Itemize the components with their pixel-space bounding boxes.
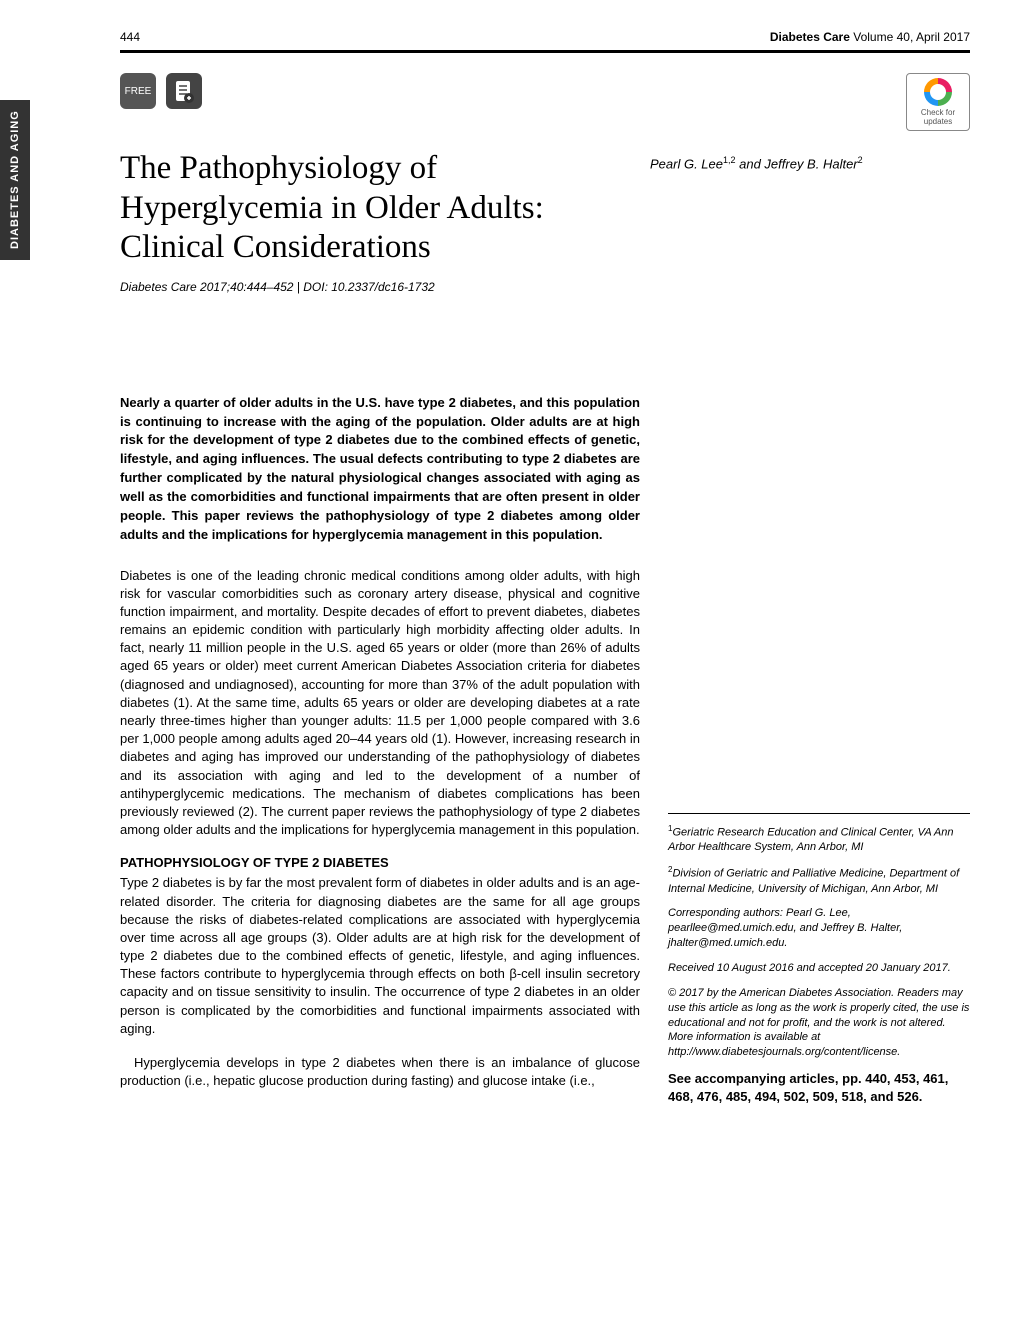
received-accepted: Received 10 August 2016 and accepted 20 … xyxy=(668,961,970,976)
section-paragraph-1: Type 2 diabetes is by far the most preva… xyxy=(120,874,640,1038)
volume-issue: Volume 40, April 2017 xyxy=(853,30,970,44)
author-list: Pearl G. Lee1,2 and Jeffrey B. Halter2 xyxy=(650,149,863,171)
affiliation-1: 1Geriatric Research Education and Clinic… xyxy=(668,824,970,855)
article-title: The Pathophysiology of Hyperglycemia in … xyxy=(120,149,620,268)
crossmark-label: Check for updates xyxy=(911,108,965,126)
left-badges: FREE xyxy=(120,73,202,109)
main-column: Nearly a quarter of older adults in the … xyxy=(120,394,640,1107)
header-rule xyxy=(120,50,970,53)
corresponding-authors: Corresponding authors: Pearl G. Lee, pea… xyxy=(668,906,970,951)
journal-header: Diabetes Care Volume 40, April 2017 xyxy=(770,30,970,44)
abstract: Nearly a quarter of older adults in the … xyxy=(120,394,640,545)
title-left: The Pathophysiology of Hyperglycemia in … xyxy=(120,149,620,354)
free-access-icon: FREE xyxy=(120,73,156,109)
page-number: 444 xyxy=(120,30,140,44)
accompanying-articles: See accompanying articles, pp. 440, 453,… xyxy=(668,1070,970,1106)
icons-row: FREE Check for updates xyxy=(120,73,970,131)
crossmark-badge[interactable]: Check for updates xyxy=(906,73,970,131)
affiliation-2: 2Division of Geriatric and Palliative Me… xyxy=(668,865,970,896)
copyright-notice: © 2017 by the American Diabetes Associat… xyxy=(668,986,970,1060)
sidebar-rule xyxy=(668,813,970,814)
crossmark-icon xyxy=(924,78,952,106)
document-icon xyxy=(166,73,202,109)
running-header: 444 Diabetes Care Volume 40, April 2017 xyxy=(120,30,970,44)
content-columns: Nearly a quarter of older adults in the … xyxy=(120,394,970,1107)
page-container: 444 Diabetes Care Volume 40, April 2017 … xyxy=(50,0,1020,1136)
doc-svg-icon xyxy=(174,79,194,103)
section-p2-text: Hyperglycemia develops in type 2 diabete… xyxy=(120,1055,640,1088)
sidebar-column: 1Geriatric Research Education and Clinic… xyxy=(668,394,970,1107)
intro-paragraph: Diabetes is one of the leading chronic m… xyxy=(120,567,640,840)
section-paragraph-2: Hyperglycemia develops in type 2 diabete… xyxy=(120,1054,640,1090)
journal-name: Diabetes Care xyxy=(770,30,850,44)
citation-line: Diabetes Care 2017;40:444–452 | DOI: 10.… xyxy=(120,280,620,294)
title-block: The Pathophysiology of Hyperglycemia in … xyxy=(120,149,970,354)
section-heading: PATHOPHYSIOLOGY OF TYPE 2 DIABETES xyxy=(120,855,640,870)
section-side-tab: DIABETES AND AGING xyxy=(0,100,30,260)
